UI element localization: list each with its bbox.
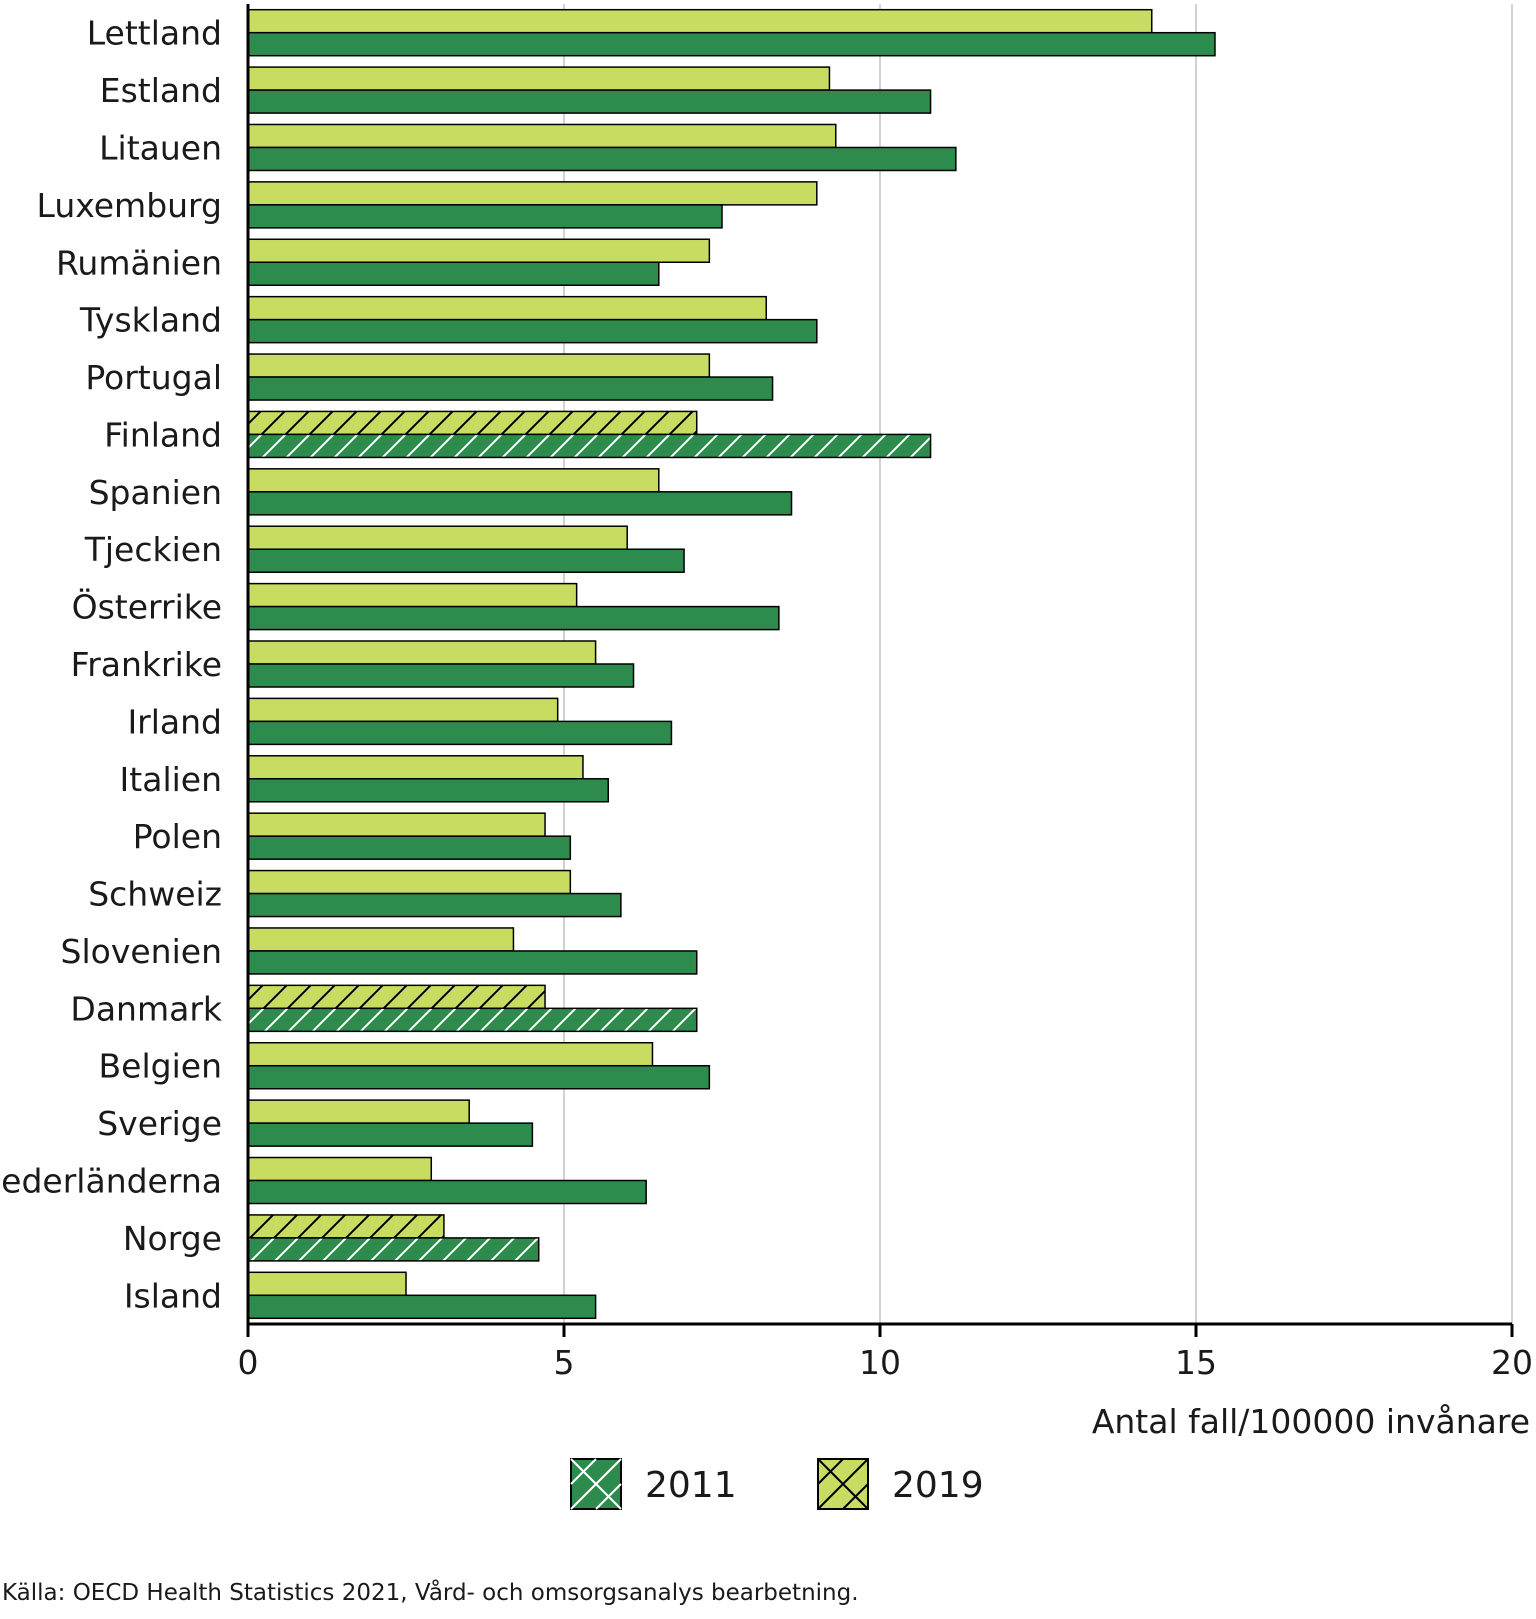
bar-2011-danmark — [247, 1007, 698, 1033]
bars — [247, 8, 1216, 1320]
bar-2019-luxemburg — [247, 181, 818, 206]
bar-2019-frankrike — [247, 640, 597, 665]
category-label-irland: Irland — [127, 702, 222, 741]
x-axis: 0 5 10 15 20 — [238, 4, 1533, 1382]
category-label-frankrike: Frankrike — [71, 645, 222, 684]
x-tick-label-15: 15 — [1175, 1343, 1217, 1382]
category-label-slovenien: Slovenien — [61, 932, 222, 971]
category-label-lettland: Lettland — [87, 14, 222, 53]
bar-2011-norge — [247, 1237, 540, 1262]
bar-2019-portugal — [247, 353, 711, 378]
category-label-rumänien: Rumänien — [56, 243, 222, 282]
x-tick-label-5: 5 — [554, 1343, 575, 1382]
category-label-litauen: Litauen — [99, 128, 222, 167]
bar-2019-lettland — [247, 8, 1153, 34]
legend-label-2019: 2019 — [892, 1465, 984, 1506]
category-label-danmark: Danmark — [70, 989, 222, 1028]
bar-2011-italien — [247, 778, 609, 803]
bar-2019-irland — [247, 697, 559, 723]
category-label-polen: Polen — [133, 817, 222, 856]
bar-2019-litauen — [247, 123, 837, 149]
bar-2019-polen — [247, 812, 546, 837]
bar-2011-spanien — [247, 491, 793, 516]
bar-2011-sverige — [247, 1122, 534, 1147]
bar-2011-island — [247, 1294, 597, 1320]
bar-2011-belgien — [247, 1064, 711, 1090]
category-label-belgien: Belgien — [99, 1047, 222, 1086]
bar-2019-italien — [247, 755, 584, 780]
bar-2019-sverige — [247, 1099, 470, 1124]
bar-2011-luxemburg — [247, 204, 723, 229]
category-label-norge: Norge — [123, 1219, 222, 1258]
bar-2011-polen — [247, 835, 572, 860]
bar-2011-lettland — [247, 31, 1216, 57]
bar-2011-litauen — [247, 146, 957, 172]
bar-2019-nederländerna — [247, 1156, 433, 1182]
bar-2019-rumänien — [247, 238, 711, 264]
x-tick-label-0: 0 — [238, 1343, 259, 1382]
bar-2011-tyskland — [247, 318, 818, 344]
category-label-luxemburg: Luxemburg — [37, 186, 222, 225]
category-labels: Lettland Estland Litauen Luxemburg Rumänien T… — [0, 14, 223, 1316]
bar-2011-österrike — [247, 605, 780, 631]
bar-2011-irland — [247, 720, 673, 746]
bar-2011-rumänien — [247, 261, 660, 287]
x-tick-label-10: 10 — [859, 1343, 901, 1382]
bar-2019-norge — [247, 1214, 445, 1239]
bar-2011-estland — [247, 89, 932, 114]
bar-2019-estland — [247, 66, 831, 91]
bar-2011-frankrike — [247, 663, 635, 688]
bar-2019-österrike — [247, 582, 578, 608]
bar-2011-tjeckien — [247, 548, 685, 573]
category-label-nederländerna: Nederländerna — [0, 1162, 222, 1201]
category-label-sverige: Sverige — [97, 1104, 222, 1143]
bar-2019-finland — [247, 410, 698, 436]
bar-2019-slovenien — [247, 927, 515, 952]
x-axis-label: Antal fall/100000 invånare — [1092, 1402, 1530, 1441]
bar-2019-spanien — [247, 468, 660, 493]
bar-2011-portugal — [247, 376, 774, 401]
bar-2019-belgien — [247, 1041, 654, 1067]
category-label-tyskland: Tyskland — [79, 301, 222, 340]
category-label-portugal: Portugal — [85, 358, 222, 397]
bar-2011-nederländerna — [247, 1179, 647, 1205]
bar-2019-island — [247, 1271, 407, 1297]
category-label-island: Island — [124, 1276, 222, 1315]
legend-label-2011: 2011 — [645, 1465, 737, 1506]
category-label-tjeckien: Tjeckien — [84, 530, 222, 569]
category-label-österrike: Österrike — [72, 587, 222, 627]
category-label-italien: Italien — [120, 760, 222, 799]
legend-hatch-2019 — [817, 1458, 869, 1510]
legend: 2011 2019 — [570, 1458, 984, 1510]
legend-hatch-2011 — [570, 1458, 622, 1510]
bar-2011-schweiz — [247, 892, 622, 918]
source-note: Källa: OECD Health Statistics 2021, Vård… — [2, 1580, 859, 1606]
bar-2019-schweiz — [247, 869, 572, 895]
category-label-spanien: Spanien — [89, 473, 222, 512]
bar-2019-danmark — [247, 984, 546, 1010]
x-tick-label-20: 20 — [1491, 1343, 1533, 1382]
bar-2019-tyskland — [247, 295, 767, 321]
category-label-schweiz: Schweiz — [88, 875, 222, 914]
category-label-finland: Finland — [104, 415, 222, 454]
bar-2011-slovenien — [247, 950, 698, 975]
category-label-estland: Estland — [100, 71, 222, 110]
bar-2019-tjeckien — [247, 525, 628, 550]
bar-2011-finland — [247, 433, 932, 459]
